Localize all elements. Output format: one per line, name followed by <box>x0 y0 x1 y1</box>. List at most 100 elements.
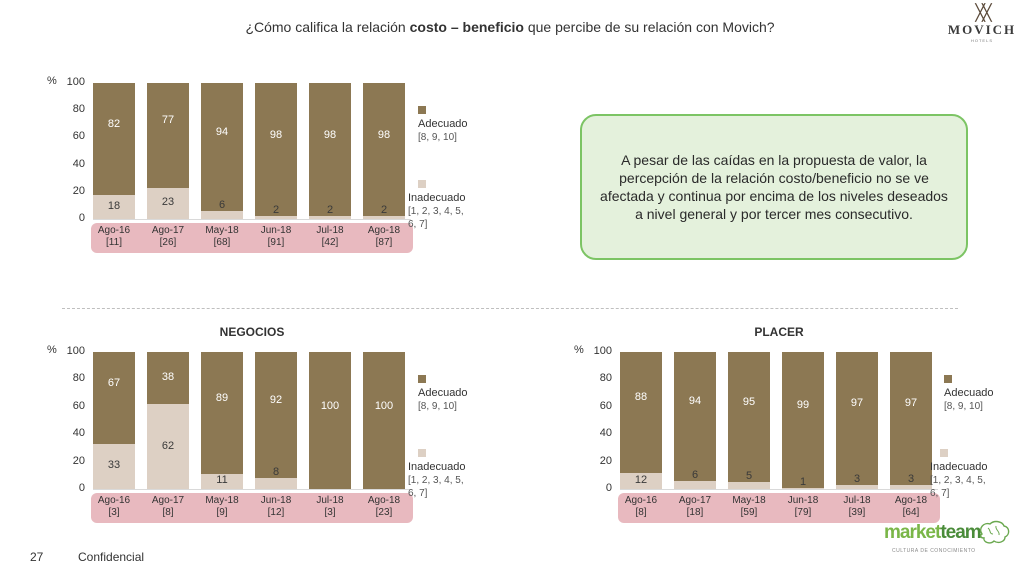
data-label-inadecuado: 5 <box>745 470 753 483</box>
data-label-inadecuado: 2 <box>326 204 334 217</box>
bar-segment-adecuado <box>890 352 932 485</box>
stacked-bar: 92 8 <box>255 352 297 489</box>
x-tick-base: [26] <box>159 237 177 248</box>
data-label-inadecuado: 12 <box>634 473 648 486</box>
y-tick-label: 0 <box>78 212 85 224</box>
legend-label-adecuado: Adecuado <box>944 387 994 399</box>
y-tick-label: 100 <box>593 345 612 357</box>
x-tick-base: [12] <box>267 507 285 518</box>
legend-inadecuado: Inadecuado [1, 2, 3, 4, 5, 6, 7] <box>408 448 466 500</box>
x-tick-label: May-18 <box>732 495 766 506</box>
bar-segment-adecuado <box>836 352 878 485</box>
x-tick-label: Ago-18 <box>894 495 928 506</box>
x-tick-label: May-18 <box>205 225 239 236</box>
brain-icon <box>980 520 1010 544</box>
legend-range-inadecuado: [1, 2, 3, 4, 5, 6, 7] <box>408 475 464 499</box>
y-tick-label: 60 <box>72 399 85 412</box>
legend-label-adecuado: Adecuado <box>418 118 468 130</box>
title-pre: ¿Cómo califica la relación <box>245 19 410 35</box>
data-label-inadecuado: 2 <box>380 204 388 217</box>
stacked-bar: 97 3 <box>836 352 878 489</box>
bar-segment-adecuado <box>620 352 662 473</box>
page-number: 27 <box>30 550 44 564</box>
bar-segment-inadecuado <box>620 472 662 489</box>
legend-inadecuado: Inadecuado [1, 2, 3, 4, 5, 6, 7] <box>930 448 988 500</box>
legend-label-inadecuado: Inadecuado <box>408 192 466 204</box>
legend-swatch-inadecuado <box>940 449 948 457</box>
bar-segment-inadecuado <box>93 443 135 489</box>
y-tick-label: 40 <box>599 427 612 440</box>
title-post: que percibe de su relación con Movich? <box>523 19 775 35</box>
legend-range-inadecuado: [1, 2, 3, 4, 5, 6, 7] <box>408 206 464 230</box>
data-label-adecuado: 92 <box>269 394 283 407</box>
y-tick-label: 20 <box>599 454 612 467</box>
insight-text: A pesar de las caídas en la propuesta de… <box>600 152 948 222</box>
x-tick-label: Ago-17 <box>151 225 185 236</box>
x-tick-label: Ago-17 <box>151 495 185 506</box>
data-label-inadecuado: 1 <box>799 475 807 488</box>
stacked-bar: 77 23 <box>147 83 189 219</box>
y-tick-label: 60 <box>599 399 612 412</box>
data-label-adecuado: 38 <box>161 371 175 384</box>
data-label-adecuado: 98 <box>269 128 283 141</box>
y-axis-label: % <box>47 344 57 356</box>
x-tick-label: Jul-18 <box>843 495 871 506</box>
stacked-bar: 97 3 <box>890 352 932 489</box>
x-tick-base: [8] <box>162 507 174 518</box>
insight-callout: A pesar de las caídas en la propuesta de… <box>580 114 968 260</box>
x-tick-base: [18] <box>686 507 704 518</box>
x-axis-line <box>620 489 938 490</box>
bar-segment-adecuado <box>201 352 243 474</box>
data-label-inadecuado: 11 <box>216 474 228 487</box>
y-tick-label: 80 <box>72 372 85 385</box>
x-axis-band <box>618 493 940 523</box>
bar-segment-inadecuado <box>147 187 189 219</box>
movich-m-icon: ╳╳ <box>975 5 991 22</box>
x-tick-base: [59] <box>740 507 758 518</box>
x-tick-base: [23] <box>375 507 393 518</box>
data-label-inadecuado: 8 <box>272 466 280 479</box>
y-tick-label: 20 <box>72 184 85 197</box>
section-divider <box>62 308 958 309</box>
x-tick-label: May-18 <box>205 495 239 506</box>
legend-adecuado: Adecuado [8, 9, 10] <box>418 374 468 413</box>
stacked-bar: 88 12 <box>620 352 662 489</box>
x-tick-base: [79] <box>794 507 812 518</box>
bar-segment-inadecuado <box>201 473 243 489</box>
bar-segment-inadecuado <box>782 487 824 489</box>
legend-range-adecuado: [8, 9, 10] <box>418 401 457 412</box>
bar-segment-adecuado <box>93 83 135 195</box>
confidential-label: Confidencial <box>78 550 145 564</box>
bar-segment-adecuado <box>728 352 770 483</box>
data-label-inadecuado: 62 <box>161 439 175 452</box>
bar-segment-inadecuado <box>255 478 297 489</box>
y-tick-label: 40 <box>72 427 85 440</box>
legend-label-inadecuado: Inadecuado <box>408 461 466 473</box>
data-label-inadecuado: 6 <box>691 468 699 481</box>
brand-tagline: CULTURA DE CONOCIMIENTO <box>892 548 976 554</box>
bar-segment-adecuado <box>363 83 405 217</box>
y-axis-label: % <box>47 75 57 87</box>
chart-title: PLACER <box>754 325 804 339</box>
y-tick-label: 60 <box>72 130 85 143</box>
bar-segment-adecuado <box>363 352 405 489</box>
bar-segment-inadecuado <box>93 194 135 219</box>
x-tick-base: [9] <box>216 507 228 518</box>
brand-word-1: market <box>884 522 941 543</box>
bar-segment-adecuado <box>147 352 189 405</box>
stacked-bar: 38 62 <box>147 352 189 489</box>
data-label-adecuado: 89 <box>215 391 229 404</box>
data-label-adecuado: 88 <box>634 391 648 404</box>
data-label-adecuado: 100 <box>374 399 394 412</box>
bar-segment-inadecuado <box>836 484 878 489</box>
stacked-bar: 100 <box>363 352 405 489</box>
x-tick-label: Jul-18 <box>316 225 344 236</box>
legend-swatch-adecuado <box>418 375 426 383</box>
x-tick-base: [8] <box>635 507 647 518</box>
x-tick-base: [68] <box>213 237 231 248</box>
data-label-adecuado: 94 <box>688 395 702 408</box>
legend-swatch-inadecuado <box>418 180 426 188</box>
x-tick-label: Jun-18 <box>787 495 819 506</box>
legend-range-adecuado: [8, 9, 10] <box>418 132 457 143</box>
y-tick-label: 80 <box>599 372 612 385</box>
